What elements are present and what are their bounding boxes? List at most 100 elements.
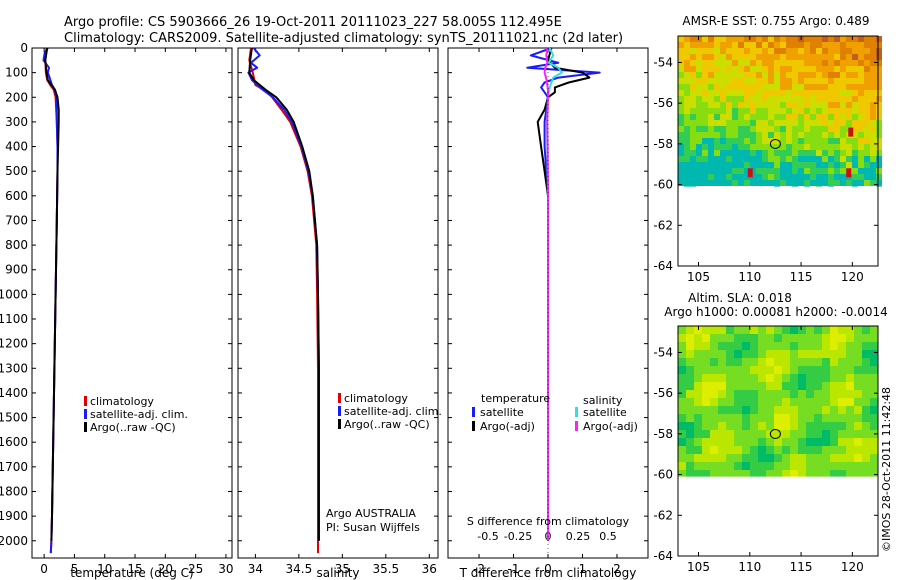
map-cell	[830, 462, 838, 470]
map-cell	[710, 438, 718, 446]
map-cell	[798, 180, 804, 186]
map-cell	[780, 72, 786, 78]
map-cell	[718, 430, 726, 438]
map-cell	[814, 438, 822, 446]
map-cell	[822, 414, 830, 422]
map-cell	[792, 186, 798, 187]
map-cell	[678, 390, 686, 398]
map-cell	[822, 406, 830, 414]
map-cell	[774, 102, 780, 108]
map-cell	[738, 78, 744, 84]
map-cell	[792, 36, 798, 42]
map-cell	[798, 48, 804, 54]
map-cell	[830, 430, 838, 438]
map-cell	[768, 162, 774, 168]
map-cell	[834, 156, 840, 162]
depth-tick-label: 1300	[0, 361, 28, 375]
map-cell	[738, 36, 744, 42]
map-cell	[696, 180, 702, 186]
map-cell	[762, 156, 768, 162]
map-cell	[876, 66, 882, 72]
map-cell	[828, 108, 834, 114]
map-cell	[720, 144, 726, 150]
map-cell	[718, 414, 726, 422]
map-cell	[858, 60, 864, 66]
map-cell	[810, 102, 816, 108]
map-cell	[696, 174, 702, 180]
map-cell	[828, 114, 834, 120]
map-cell	[798, 66, 804, 72]
map-cell	[742, 454, 750, 462]
map-cell	[782, 470, 790, 477]
map-cell	[750, 54, 756, 60]
map-cell	[870, 162, 876, 168]
map-cell	[762, 42, 768, 48]
map-cell	[798, 446, 806, 454]
map-cell	[828, 120, 834, 126]
map-cell	[798, 168, 804, 174]
map-cell	[756, 144, 762, 150]
map-cell	[814, 390, 822, 398]
float-owner: Argo AUSTRALIA	[326, 507, 416, 520]
map-cell	[762, 60, 768, 66]
map-cell	[780, 96, 786, 102]
depth-tick-label: 1800	[0, 484, 28, 498]
map-cell	[854, 350, 862, 358]
map-cell	[830, 350, 838, 358]
difference-legend: temperature salinity satellite Argo(-adj…	[472, 392, 638, 433]
map-cell	[810, 156, 816, 162]
map-cell	[732, 90, 738, 96]
x-tick-label: 30	[218, 562, 233, 576]
map-cell	[696, 120, 702, 126]
map-cell	[782, 446, 790, 454]
map-cell	[726, 406, 734, 414]
map-cell	[846, 422, 854, 430]
map-cell	[774, 446, 782, 454]
map-cell	[870, 114, 876, 120]
map-cell	[678, 150, 684, 156]
map-cell	[792, 144, 798, 150]
map-cell	[744, 108, 750, 114]
map-cell	[702, 430, 710, 438]
map-cell	[714, 60, 720, 66]
map-cell	[720, 72, 726, 78]
map-cell	[840, 114, 846, 120]
map-cell	[822, 430, 830, 438]
salinity-panel: 34 34.5 35 35.5 36 salinity climatology sate…	[237, 47, 442, 580]
map-cell	[822, 108, 828, 114]
map-cell	[810, 132, 816, 138]
sst-heatmap	[678, 36, 882, 187]
map-cell	[744, 168, 750, 174]
depth-tick-label: 0	[20, 41, 28, 55]
map-cell	[708, 168, 714, 174]
map-cell	[696, 162, 702, 168]
s-tick-label: 0.25	[566, 530, 591, 543]
map-cell	[858, 66, 864, 72]
map-cell	[738, 138, 744, 144]
map-cell	[726, 358, 734, 366]
map-cell	[708, 54, 714, 60]
map-cell	[694, 374, 702, 382]
map-cell	[876, 150, 882, 156]
map-cell	[798, 414, 806, 422]
depth-tick-label: 1500	[0, 411, 28, 425]
map-cell	[838, 470, 846, 477]
map-cell	[782, 326, 790, 334]
map-cell	[858, 138, 864, 144]
depth-tick-label: 500	[5, 164, 28, 178]
map-cell	[750, 398, 758, 406]
map-cell	[792, 114, 798, 120]
map-cell	[714, 102, 720, 108]
map-cell	[756, 108, 762, 114]
map-cell	[870, 42, 876, 48]
map-cell	[804, 66, 810, 72]
depth-tick-label: 1200	[0, 337, 28, 351]
lat-tick-label: -60	[653, 178, 673, 192]
map-cell	[766, 334, 774, 342]
map-cell	[702, 358, 710, 366]
map-cell	[686, 414, 694, 422]
profile-line-argo-raw-qc-	[248, 47, 320, 541]
map-cell	[734, 406, 742, 414]
map-cell	[852, 54, 858, 60]
map-cell	[756, 126, 762, 132]
